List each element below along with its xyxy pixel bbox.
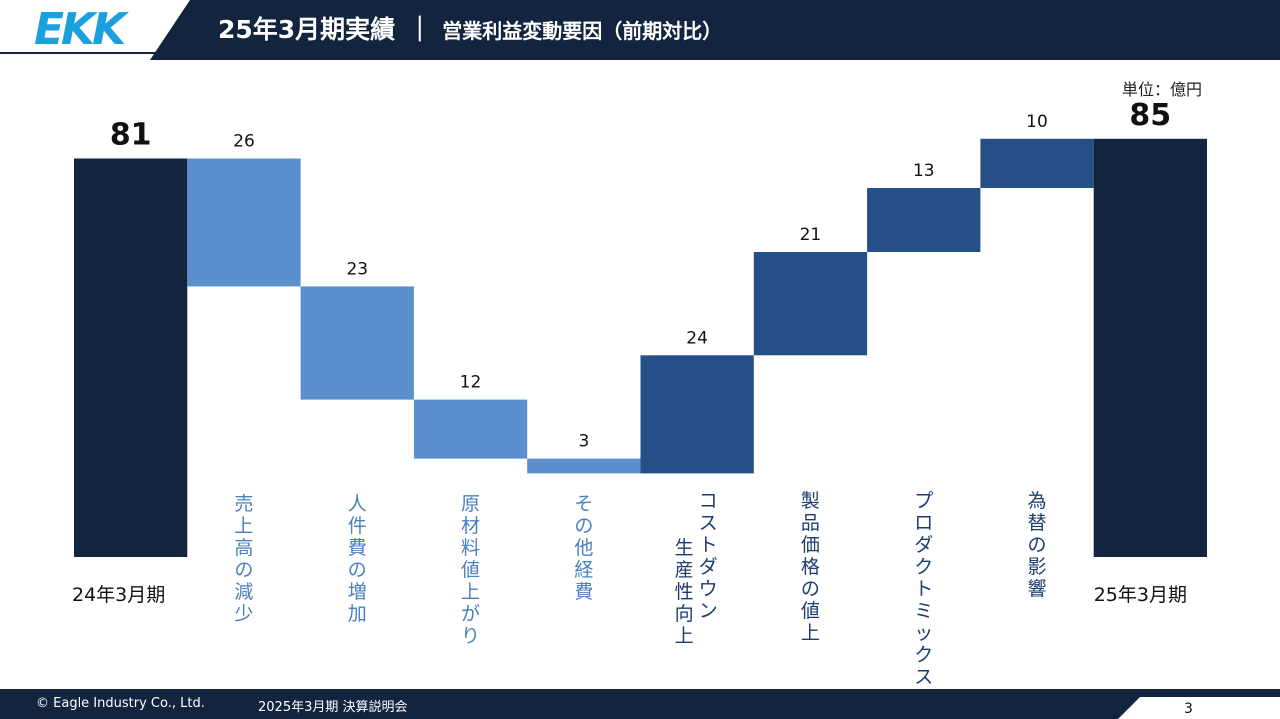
event-title: 2025年3月期 決算説明会 [258, 700, 408, 715]
bar-5 [640, 355, 754, 474]
ekk-logo: EKK [34, 4, 126, 55]
category-label-3: 原材料値上がり [461, 493, 481, 647]
data-label-9: 85 [1129, 98, 1171, 133]
data-label-3: 12 [460, 373, 482, 393]
footer-background [0, 689, 1280, 719]
data-label-8: 10 [1026, 112, 1048, 132]
data-label-2: 23 [346, 259, 368, 279]
title-separator: ｜ [407, 15, 433, 44]
unit-label: 単位：億円 [1121, 80, 1202, 99]
data-label-7: 13 [913, 161, 935, 181]
category-label-2: 人件費の増加 [347, 493, 367, 625]
data-label-1: 26 [233, 132, 255, 152]
bar-1 [187, 158, 301, 287]
bar-2 [300, 286, 414, 400]
title-sub: 営業利益変動要因（前期対比） [442, 19, 723, 43]
category-label-1: 売上高の減少 [234, 493, 254, 625]
page-title: 25年3月期実績 ｜ 営業利益変動要因（前期対比） [218, 12, 722, 48]
bar-9 [1093, 138, 1207, 558]
bar-6 [753, 252, 868, 356]
category-label-7: プロダクトミックス [914, 490, 934, 688]
header-bar: EKK 25年3月期実績 ｜ 営業利益変動要因（前期対比） [0, 0, 1280, 60]
category-label-8: 為替の影響 [1027, 490, 1047, 600]
category-label-5-0: コストダウン [698, 490, 718, 622]
category-label-5-1: 生産性向上 [674, 537, 694, 647]
category-label-4: その他経費 [574, 493, 594, 603]
data-label-0: 81 [110, 118, 152, 153]
end-label-1: 25年3月期 [1093, 584, 1187, 606]
copyright-text: © Eagle Industry Co., Ltd. [36, 696, 205, 711]
category-label-6: 製品価格の値上 [800, 490, 820, 644]
data-label-4: 3 [578, 432, 589, 452]
data-label-5: 24 [686, 328, 708, 348]
footer-bar: © Eagle Industry Co., Ltd. 2025年3月期 決算説明… [0, 689, 1280, 719]
bar-8 [980, 138, 1094, 188]
bar-3 [413, 399, 528, 459]
header-background [0, 0, 1280, 60]
end-label-0: 24年3月期 [72, 584, 166, 606]
bar-0 [74, 158, 188, 557]
page-number: 3 [1184, 701, 1193, 717]
data-label-6: 21 [800, 225, 822, 245]
bar-7 [867, 188, 981, 252]
title-main: 25年3月期実績 [218, 15, 396, 44]
waterfall-chart: 81 26 23 12 3 24 21 13 10 85 [74, 98, 1207, 558]
bar-4 [527, 458, 641, 474]
